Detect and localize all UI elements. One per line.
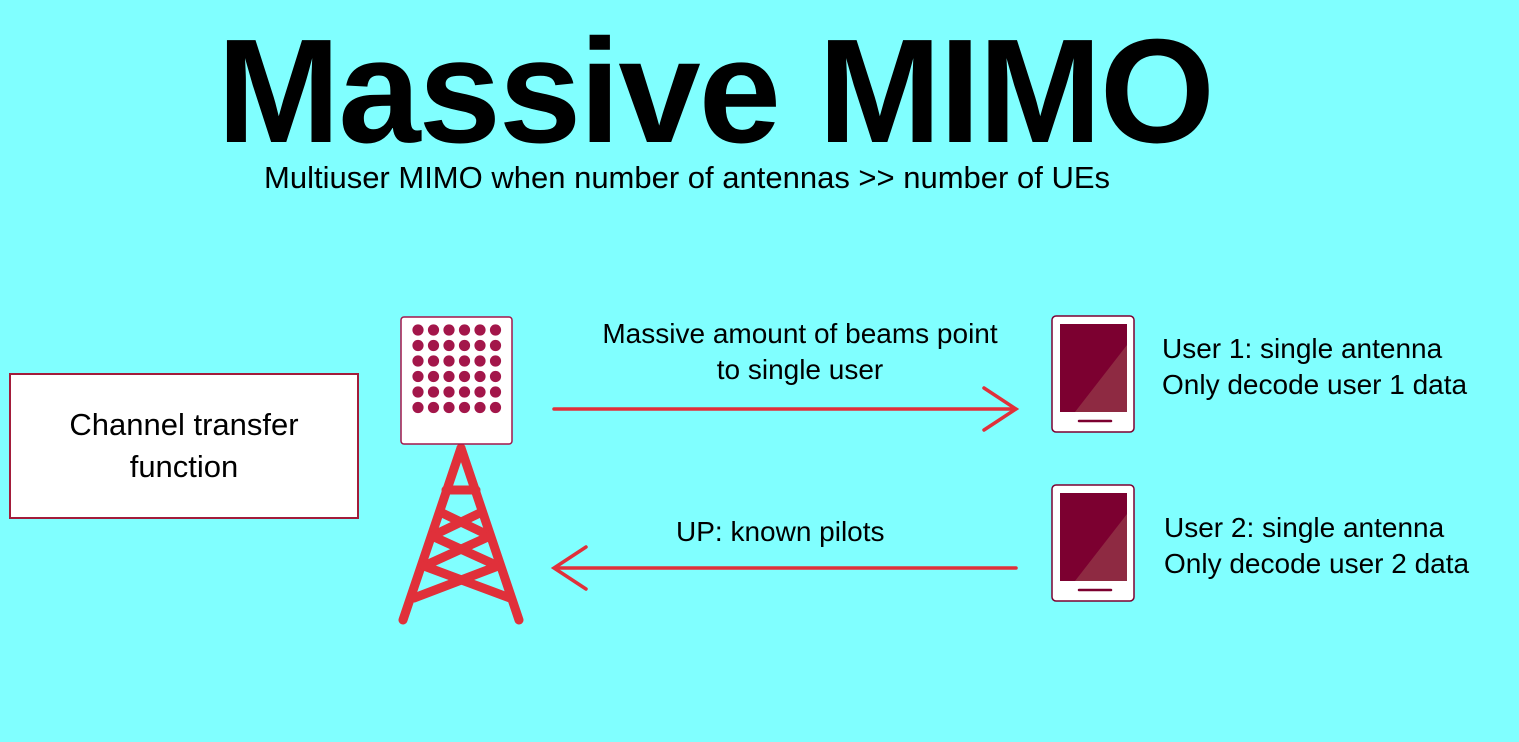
antenna-element [489,401,502,414]
antenna-element [458,355,471,367]
user-2-label: User 2: single antenna Only decode user … [1164,510,1469,582]
antenna-element [458,386,471,398]
antenna-element [427,355,440,367]
tower-icon [398,443,524,625]
uplink-label: UP: known pilots [676,516,885,547]
downlink-arrow [552,386,1020,432]
antenna-element [489,339,502,352]
antenna-element [458,339,471,352]
antenna-element [474,339,486,352]
antenna-element [474,386,486,398]
antenna-elements [412,324,502,414]
antenna-element [474,401,486,414]
antenna-array-icon [400,316,513,445]
antenna-element [427,370,440,383]
antenna-element [427,386,440,398]
antenna-element [443,355,455,367]
antenna-element [412,370,424,383]
user-1-antenna-text: User 1: single antenna [1162,333,1443,364]
antenna-element [458,401,471,414]
antenna-element [443,370,455,383]
diagram-subtitle: Multiuser MIMO when number of antennas >… [264,160,1111,195]
diagram-title: Massive MIMO [217,9,1215,174]
antenna-element [443,386,455,398]
antenna-element [474,324,486,336]
antenna-element [443,324,455,336]
user-1-decode-text: Only decode user 1 data [1162,369,1468,400]
downlink-label: Massive amount of beams point to single … [602,318,998,385]
antenna-element [458,324,471,336]
uplink-arrow [550,545,1018,591]
antenna-element [412,386,424,398]
antenna-element [427,339,440,352]
antenna-element [412,324,424,336]
channel-transfer-function-label: Channel transfer function [69,407,299,484]
user-2-decode-text: Only decode user 2 data [1164,548,1470,579]
antenna-element [489,386,502,398]
antenna-element [427,401,440,414]
antenna-element [474,370,486,383]
antenna-element [458,370,471,383]
antenna-element [474,355,486,367]
antenna-element [443,401,455,414]
user-2-device-icon [1051,484,1135,602]
antenna-element [443,339,455,352]
antenna-element [412,355,424,367]
antenna-element [489,355,502,367]
user-2-antenna-text: User 2: single antenna [1164,512,1445,543]
antenna-element [412,401,424,414]
antenna-element [427,324,440,336]
channel-transfer-function-box: Channel transfer function [9,373,359,519]
user-1-label: User 1: single antenna Only decode user … [1162,331,1467,403]
antenna-element [489,370,502,383]
user-1-device-icon [1051,315,1135,433]
antenna-element [489,324,502,336]
antenna-element [412,339,424,352]
